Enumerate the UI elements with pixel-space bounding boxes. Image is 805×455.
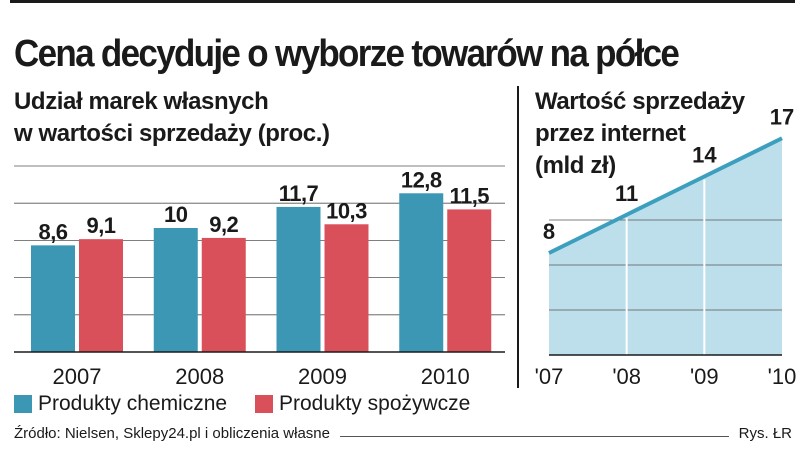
legend-swatch-chemical <box>14 395 32 413</box>
area-value-label: 17 <box>770 104 794 129</box>
area-chart-title-line-2: przez internet <box>535 120 686 147</box>
legend-label-food: Produkty spożywcze <box>278 392 471 415</box>
area-value-label: 14 <box>692 143 717 168</box>
legend: Produkty chemiczne Produkty spożywcze <box>14 392 492 419</box>
source-note: Źródło: Nielsen, Sklepy24.pl i obliczeni… <box>14 425 330 442</box>
legend-swatch-food <box>254 395 273 413</box>
panel-divider <box>517 86 519 388</box>
bar-chemical <box>31 245 75 352</box>
bar-value-label: 10 <box>164 202 188 227</box>
bar-food <box>201 237 246 352</box>
area-fill <box>549 138 782 355</box>
legend-item-food: Produkty spożywcze <box>254 392 471 416</box>
bar-value-label: 11,5 <box>449 183 489 208</box>
bar-food <box>447 209 492 352</box>
top-rule <box>10 0 795 3</box>
area-x-tick-label: '08 <box>612 364 641 389</box>
bar-value-label: 9,1 <box>86 213 115 238</box>
x-tick-label: 2010 <box>421 364 470 389</box>
bar-chart-title-line-2: w wartości sprzedaży (proc.) <box>14 120 330 147</box>
bar-value-label: 10,3 <box>326 198 367 223</box>
area-x-tick-label: '07 <box>535 364 564 389</box>
legend-label-chemical: Produkty chemiczne <box>38 392 228 415</box>
bar-value-label: 11,7 <box>279 181 319 206</box>
chart-title: Cena decyduje o wyborze towarów na półce <box>14 33 680 75</box>
bar-chart-title-line-1: Udział marek własnych <box>14 88 269 115</box>
bar-food <box>79 239 123 352</box>
area-chart-title-line-1: Wartość sprzedaży <box>535 88 745 115</box>
area-line <box>548 136 783 255</box>
bar-chemical <box>153 228 198 352</box>
legend-item-chemical: Produkty chemiczne <box>14 392 227 416</box>
area-value-label: 8 <box>543 219 555 244</box>
area-x-tick-label: '09 <box>690 364 719 389</box>
x-tick-label: 2007 <box>53 364 102 389</box>
bar-chemical <box>399 193 444 352</box>
x-tick-label: 2009 <box>298 364 347 389</box>
credit-note: Rys. ŁR <box>738 425 792 442</box>
bar-value-label: 8,6 <box>38 219 67 244</box>
bar-value-label: 12,8 <box>401 167 442 192</box>
area-value-label: 11 <box>615 181 638 206</box>
footer-line <box>340 436 729 437</box>
footer: Źródło: Nielsen, Sklepy24.pl i obliczeni… <box>14 425 792 442</box>
x-tick-label: 2008 <box>175 364 224 389</box>
bar-value-label: 9,2 <box>209 212 238 237</box>
bar-chemical <box>276 206 321 352</box>
area-x-tick-label: '10 <box>768 364 797 389</box>
area-chart-title-line-3: (mld zł) <box>535 152 616 179</box>
bar-food <box>324 224 369 352</box>
